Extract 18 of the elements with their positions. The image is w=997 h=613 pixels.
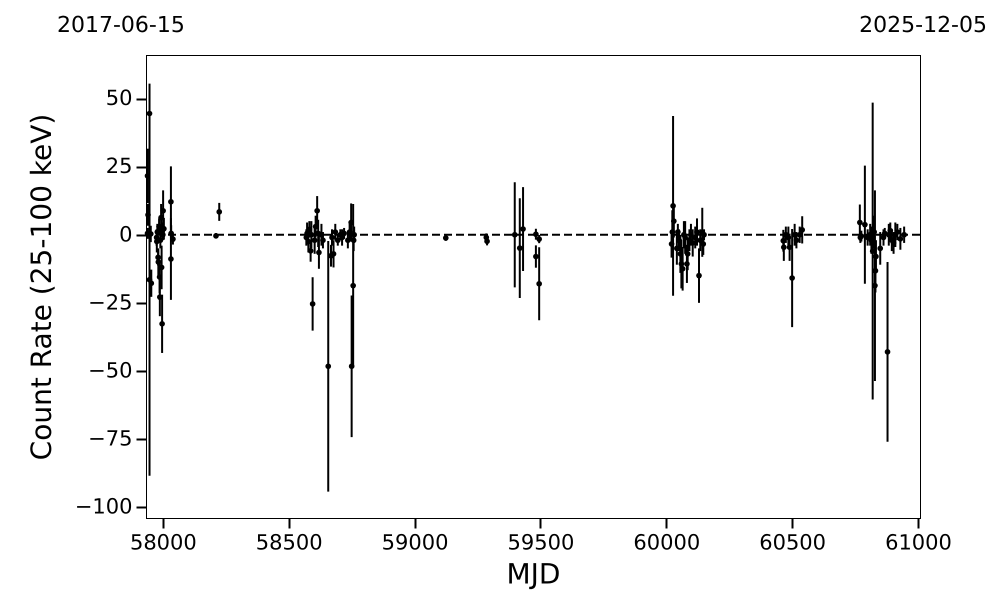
- y-tick-label: −100: [74, 494, 132, 519]
- text: 2025-12-05: [859, 13, 987, 38]
- x-tick-label: 59500: [508, 530, 574, 554]
- x-tick-label: 58500: [256, 530, 323, 554]
- y-tick-label: −75: [88, 426, 132, 451]
- y-tick-label: −50: [88, 358, 132, 382]
- x-tick-label: 58000: [130, 530, 197, 554]
- x-tick-label: 59000: [382, 530, 448, 554]
- y-tick-label: −25: [88, 290, 132, 314]
- x-tick-label: 60000: [633, 530, 700, 554]
- x-axis-title: MJD: [506, 558, 560, 590]
- y-tick-label: 25: [106, 154, 132, 178]
- y-tick-label: 0: [119, 222, 132, 246]
- y-tick-label: 50: [106, 86, 132, 110]
- y-axis-title: Count Rate (25-100 keV): [24, 114, 58, 460]
- x-tick-label: 61000: [885, 530, 952, 554]
- x-tick-label: 60500: [759, 530, 826, 554]
- text: 2017-06-15: [57, 13, 185, 38]
